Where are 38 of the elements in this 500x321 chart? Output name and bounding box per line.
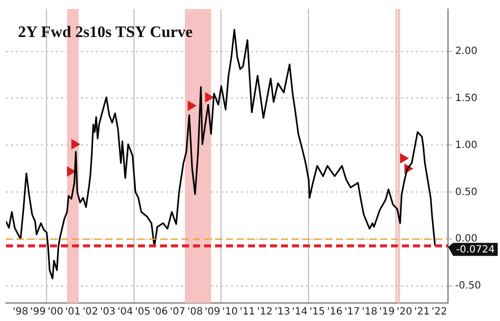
x-tick-label: '20 <box>396 306 412 318</box>
x-tick-label: '04 <box>118 306 133 318</box>
point <box>205 92 214 102</box>
x-tick-label: '15 <box>309 306 325 318</box>
x-tick-label: '08 <box>187 306 203 318</box>
y-tick-label: 0.50 <box>455 186 478 198</box>
x-tick-label: '12 <box>257 306 273 318</box>
y-tick-label: 2.00 <box>455 46 478 57</box>
x-tick-label: '14 <box>292 306 308 318</box>
y-tick-label: 1.00 <box>455 140 478 151</box>
x-tick-label: '03 <box>100 306 116 318</box>
y-tick-label: 1.50 <box>455 92 478 104</box>
x-tick-label: '21 <box>414 306 430 318</box>
x-tick-label: '22 <box>432 306 448 318</box>
x-tick-label: '98 <box>12 306 28 318</box>
x-tick-label: '19 <box>379 306 395 318</box>
ref-line-label: -0.0724 <box>456 244 495 256</box>
x-tick-label: '10 <box>222 306 238 318</box>
x-tick-label: '18 <box>362 306 378 318</box>
x-tick-label: '01 <box>65 306 81 318</box>
x-tick-label: '02 <box>82 306 98 318</box>
x-tick-label: '16 <box>326 306 342 318</box>
x-tick-label: '05 <box>134 306 150 318</box>
point <box>66 166 76 176</box>
point <box>188 100 196 111</box>
y-tick-label: -0.50 <box>455 280 481 292</box>
text: 2Y Fwd 2s10s TSY Curve <box>18 24 193 42</box>
point <box>400 154 409 164</box>
x-tick-label: '06 <box>152 306 168 318</box>
x-tick-label: '09 <box>204 306 220 318</box>
x-tick-label: '13 <box>274 306 290 318</box>
x-tick-label: '99 <box>30 306 46 318</box>
x-tick-label: '17 <box>344 306 360 318</box>
x-tick-label: '07 <box>170 306 186 318</box>
point <box>71 139 80 150</box>
y-tick-label: 0.00 <box>455 234 478 245</box>
x-tick-label: '00 <box>48 306 64 318</box>
x-tick-label: '11 <box>240 306 256 318</box>
